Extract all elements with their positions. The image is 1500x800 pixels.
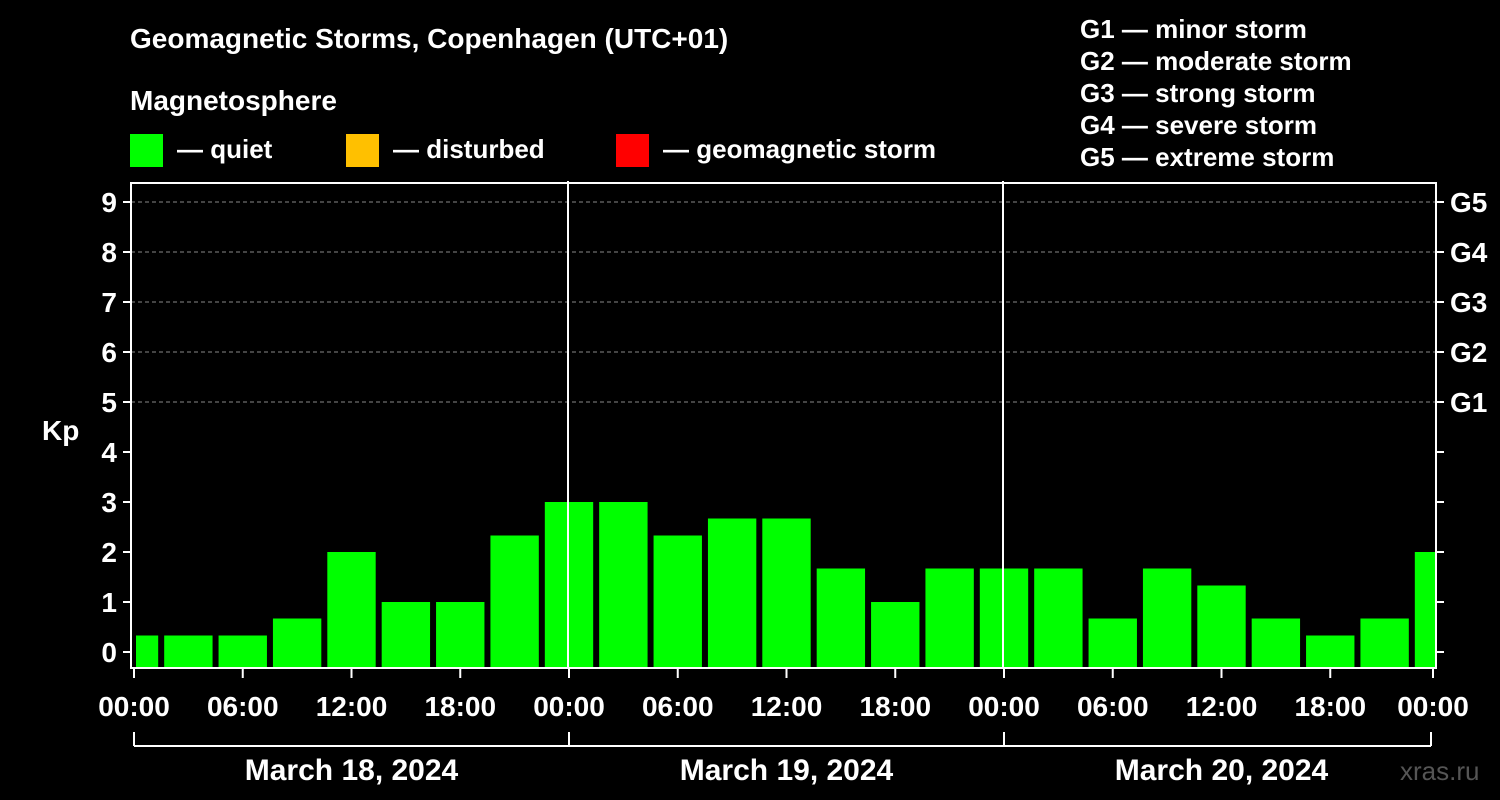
- bar: [816, 568, 866, 668]
- y-tick-label: 5: [101, 387, 117, 418]
- bar: [1414, 552, 1436, 668]
- right-tick-label: G1: [1450, 387, 1487, 418]
- bar: [272, 618, 322, 668]
- bar: [925, 568, 974, 668]
- x-tick-label: 06:00: [207, 691, 279, 722]
- chart-title: Geomagnetic Storms, Copenhagen (UTC+01): [130, 23, 728, 54]
- right-tick-label: G3: [1450, 287, 1487, 318]
- bar: [707, 518, 757, 668]
- day-labels: March 18, 2024 March 19, 2024 March 20, 20…: [133, 732, 1432, 787]
- bar: [762, 518, 811, 668]
- x-tick-label: 18:00: [1294, 691, 1366, 722]
- y-ticks: 0 1 2 3 4 5 6 7 8 9: [101, 187, 131, 668]
- day-label: March 18, 2024: [245, 754, 459, 787]
- y-tick-label: 4: [101, 437, 117, 468]
- right-tick-label: G5: [1450, 187, 1487, 218]
- legend-label-storm: — geomagnetic storm: [663, 134, 936, 164]
- y-tick-label: 6: [101, 337, 117, 368]
- legend-swatch-disturbed: [346, 134, 379, 167]
- scale-legend-g3: G3 — strong storm: [1080, 78, 1315, 108]
- y-tick-label: 1: [101, 587, 117, 618]
- right-tick-label: G4: [1450, 237, 1488, 268]
- x-tick-label: 12:00: [316, 691, 388, 722]
- bar: [1142, 568, 1192, 668]
- x-tick-label: 06:00: [642, 691, 714, 722]
- x-tick-label: 18:00: [859, 691, 931, 722]
- grid: [131, 201, 1436, 403]
- day-label: March 19, 2024: [680, 754, 894, 787]
- bar: [381, 602, 431, 668]
- scale-legend-g2: G2 — moderate storm: [1080, 46, 1352, 76]
- bar: [1197, 585, 1246, 668]
- right-ticks: G1 G2 G3 G4 G5: [1436, 187, 1488, 653]
- bar: [1360, 618, 1409, 668]
- x-tick-label: 06:00: [1077, 691, 1149, 722]
- right-tick-label: G2: [1450, 337, 1487, 368]
- legend-swatch-quiet: [130, 134, 163, 167]
- x-tick-label: 12:00: [1186, 691, 1258, 722]
- day-label: March 20, 2024: [1115, 754, 1329, 787]
- bars: [136, 502, 1436, 668]
- y-tick-label: 7: [101, 287, 117, 318]
- watermark: xras.ru: [1400, 756, 1479, 786]
- x-tick-label: 00:00: [533, 691, 605, 722]
- x-tick-label: 00:00: [98, 691, 170, 722]
- bar: [327, 552, 376, 668]
- bar: [1306, 635, 1355, 668]
- x-ticks: 00:00 06:00 12:00 18:00 00:00 06:00 12:00 18:00…: [98, 668, 1469, 722]
- bar: [1034, 568, 1083, 668]
- storm-scale-legend: G1 — minor storm G2 — moderate storm G3 …: [1080, 14, 1352, 172]
- y-tick-label: 9: [101, 187, 117, 218]
- bar: [164, 635, 213, 668]
- bar: [653, 535, 702, 668]
- y-tick-label: 8: [101, 237, 117, 268]
- y-axis-label: Kp: [42, 415, 79, 446]
- legend-swatch-storm: [616, 134, 649, 167]
- bar: [218, 635, 267, 668]
- bar: [436, 602, 485, 668]
- legend: — quiet — disturbed — geomagnetic storm: [130, 134, 936, 167]
- legend-label-quiet: — quiet: [177, 134, 273, 164]
- x-tick-label: 18:00: [424, 691, 496, 722]
- bar: [1088, 618, 1137, 668]
- bar: [599, 502, 648, 668]
- legend-label-disturbed: — disturbed: [393, 134, 545, 164]
- scale-legend-g5: G5 — extreme storm: [1080, 142, 1334, 172]
- x-tick-label: 00:00: [968, 691, 1040, 722]
- axes: [130, 181, 1437, 669]
- plot-frame: [130, 182, 1437, 669]
- y-tick-label: 0: [101, 637, 117, 668]
- bar: [136, 635, 159, 668]
- scale-legend-g1: G1 — minor storm: [1080, 14, 1307, 44]
- y-tick-label: 2: [101, 537, 117, 568]
- bar: [1251, 618, 1301, 668]
- x-tick-label: 00:00: [1397, 691, 1469, 722]
- x-tick-label: 12:00: [751, 691, 823, 722]
- y-tick-label: 3: [101, 487, 117, 518]
- chart-subtitle: Magnetosphere: [130, 85, 337, 116]
- scale-legend-g4: G4 — severe storm: [1080, 110, 1317, 140]
- bar: [871, 602, 920, 668]
- bar: [490, 535, 539, 668]
